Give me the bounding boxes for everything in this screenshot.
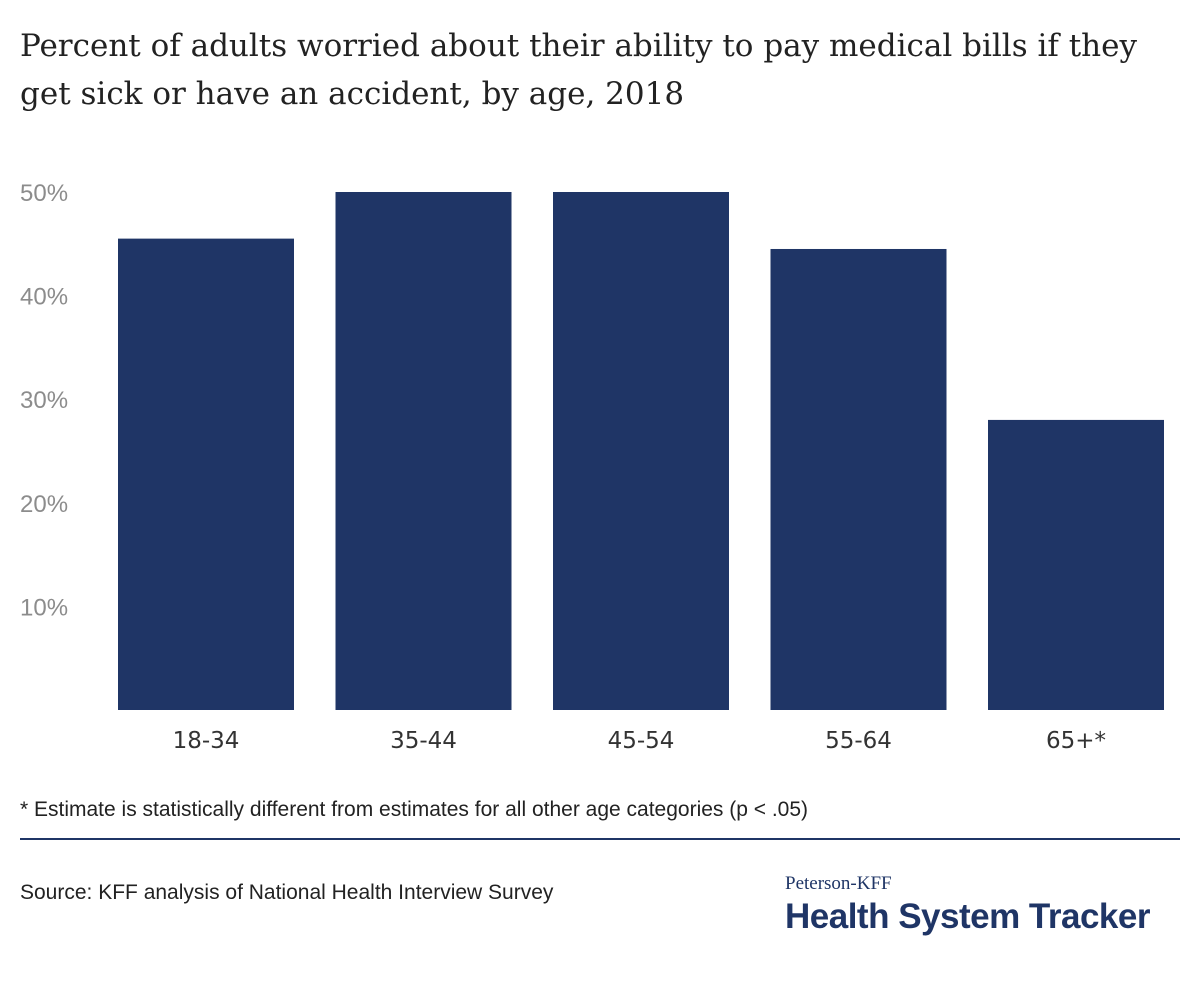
x-tick-label: 65+* bbox=[1046, 728, 1106, 754]
y-tick-label: 40% bbox=[20, 284, 68, 311]
x-tick-label: 35-44 bbox=[390, 728, 457, 754]
y-tick-label: 50% bbox=[20, 180, 68, 207]
bar-chart: 10% 20% 30% 40% 50% 18-34 35-44 45-54 55-64 65+* bbox=[20, 180, 1164, 754]
x-tick-label: 18-34 bbox=[173, 728, 240, 754]
divider bbox=[20, 838, 1180, 840]
y-tick-label: 10% bbox=[20, 594, 68, 621]
bars-group bbox=[118, 192, 1164, 711]
x-axis-labels: 18-34 35-44 45-54 55-64 65+* bbox=[173, 728, 1106, 754]
x-tick-label: 45-54 bbox=[608, 728, 675, 754]
bar bbox=[988, 419, 1164, 710]
chart-title: Percent of adults worried about their ab… bbox=[20, 28, 1137, 112]
logo-title: Health System Tracker bbox=[785, 897, 1150, 936]
footnote: * Estimate is statistically different fr… bbox=[20, 798, 809, 821]
brand-logo: Peterson-KFF Health System Tracker bbox=[785, 872, 1185, 938]
logo-subtitle: Peterson-KFF bbox=[785, 873, 892, 894]
y-axis-ticks: 10% 20% 30% 40% 50% bbox=[20, 180, 68, 621]
bar bbox=[118, 238, 294, 710]
y-tick-label: 30% bbox=[20, 387, 68, 414]
x-tick-label: 55-64 bbox=[825, 728, 892, 754]
bar bbox=[335, 192, 512, 710]
source-note: Source: KFF analysis of National Health … bbox=[20, 881, 554, 904]
bar bbox=[770, 248, 947, 711]
bar bbox=[553, 192, 729, 710]
y-tick-label: 20% bbox=[20, 491, 68, 518]
